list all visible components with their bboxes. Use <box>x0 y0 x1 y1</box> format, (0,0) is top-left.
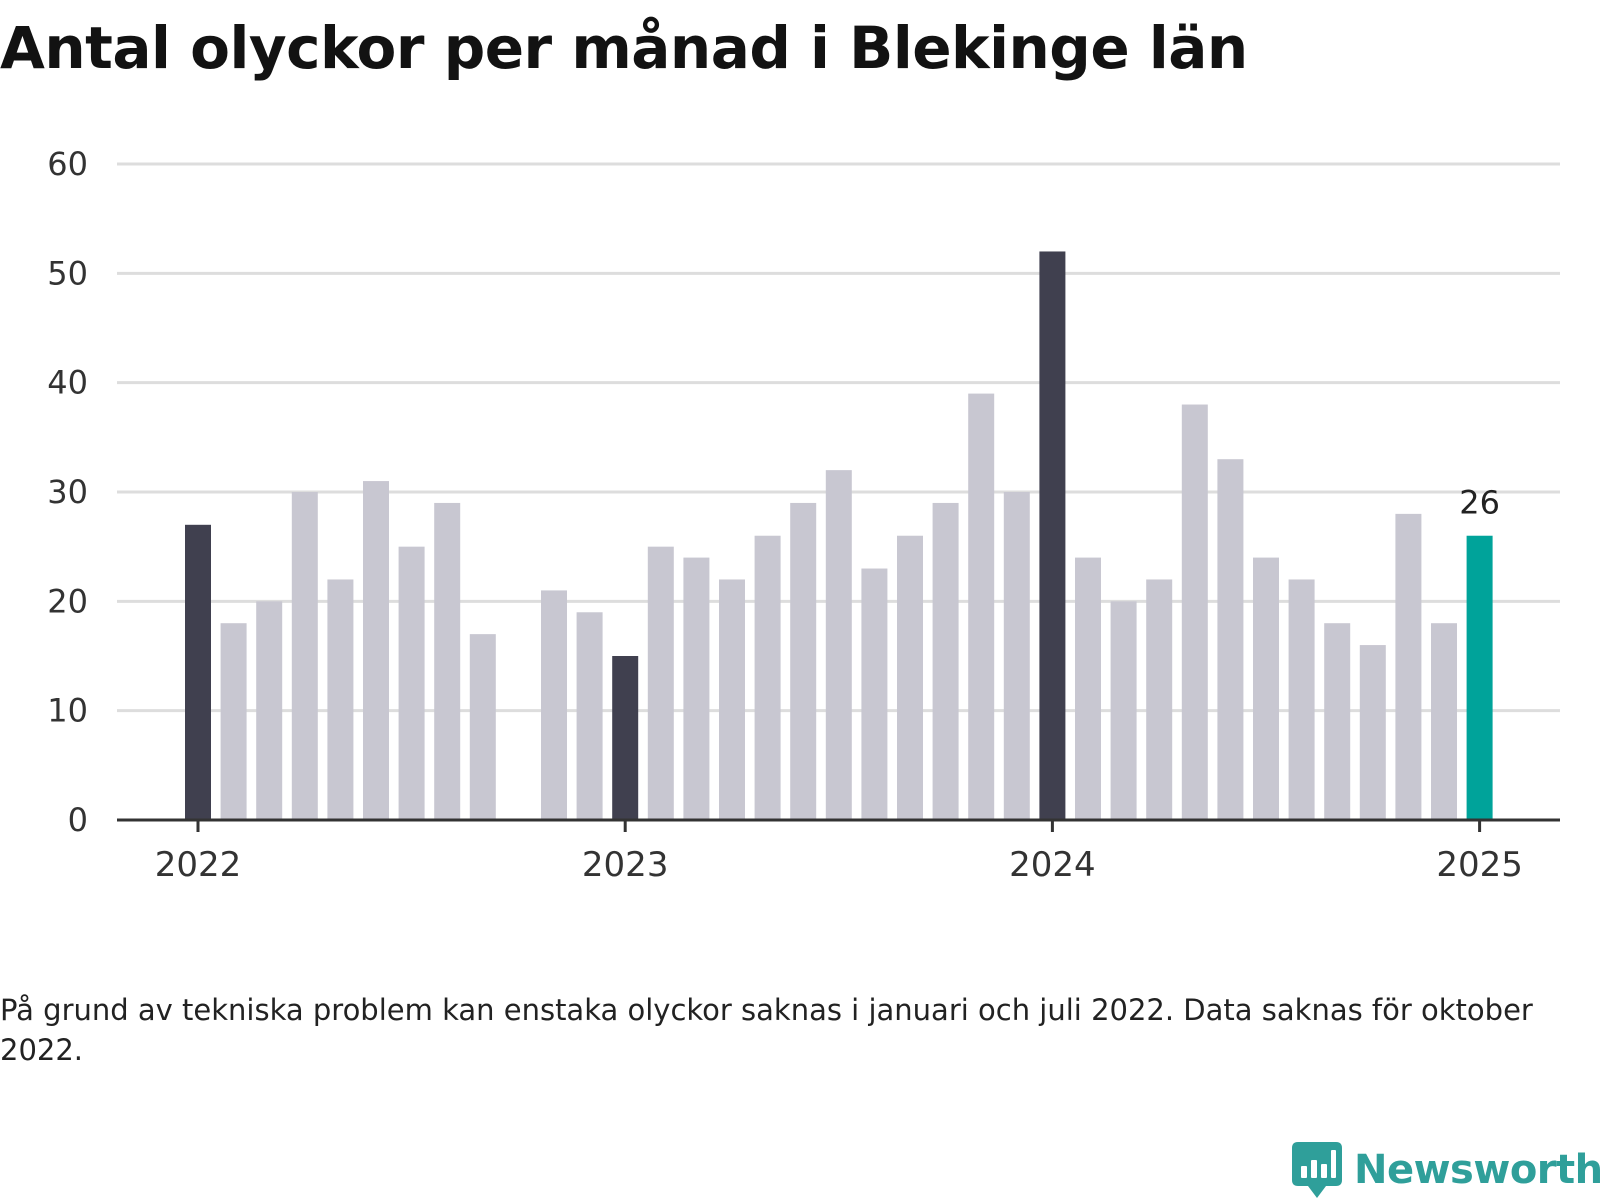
bar-2023-04 <box>719 579 745 820</box>
bar-2022-06 <box>363 481 389 820</box>
y-tick-label-20: 20 <box>47 582 88 620</box>
bar-2023-02 <box>647 546 674 820</box>
bar-chart: 0 10 20 30 40 50 60 2022 2023 2024 2025 26 <box>47 145 1560 885</box>
y-tick-label-60: 60 <box>47 145 88 183</box>
bar-2024-07 <box>1253 557 1279 820</box>
newsworthy-logo-icon <box>1292 1142 1342 1198</box>
x-axis-ticks: 2022 2023 2024 2025 <box>155 820 1523 885</box>
brand-name: Newsworthy <box>1354 1147 1600 1193</box>
bar-2022-01 <box>185 524 211 820</box>
bar-2023-09 <box>897 535 923 820</box>
y-axis-ticks: 0 10 20 30 40 50 60 <box>47 145 88 839</box>
bar-2022-09 <box>469 634 496 820</box>
bar-2024-06 <box>1217 459 1244 820</box>
bar-2022-03 <box>256 601 283 820</box>
x-tick-label-2023: 2023 <box>582 845 669 885</box>
bar-2023-12 <box>1003 492 1030 820</box>
bar-2023-05 <box>754 535 781 820</box>
bar-2023-06 <box>790 502 817 820</box>
x-tick-label-2025: 2025 <box>1436 845 1523 885</box>
bar-2023-08 <box>861 568 888 820</box>
bar-2023-11 <box>968 393 995 820</box>
bar-2024-05 <box>1181 404 1208 820</box>
footnote: På grund av tekniska problem kan enstaka… <box>0 993 1533 1067</box>
bar-2023-01 <box>612 656 639 820</box>
y-tick-label-10: 10 <box>47 692 88 730</box>
newsworthy-logo: Newsworthy <box>1292 1142 1600 1198</box>
bar-2025-01 <box>1466 535 1493 820</box>
bar-2024-12 <box>1431 623 1457 820</box>
y-tick-label-40: 40 <box>47 364 88 402</box>
bar-2024-03 <box>1110 601 1137 820</box>
y-tick-label-50: 50 <box>47 254 88 292</box>
bar-2023-03 <box>683 557 710 820</box>
bars <box>185 251 1493 820</box>
x-tick-label-2024: 2024 <box>1009 845 1096 885</box>
bar-2024-10 <box>1359 645 1386 820</box>
bar-2022-04 <box>291 492 318 820</box>
chart-title: Antal olyckor per månad i Blekinge län <box>0 14 1248 82</box>
bar-2022-11 <box>541 590 567 820</box>
y-tick-label-30: 30 <box>47 473 88 511</box>
bar-2024-08 <box>1288 579 1315 820</box>
bar-2023-07 <box>825 470 852 820</box>
bar-2022-12 <box>576 612 603 820</box>
bar-2024-04 <box>1146 579 1173 820</box>
bar-2022-08 <box>434 502 461 820</box>
bar-2023-10 <box>932 502 959 820</box>
bar-2024-01 <box>1039 251 1066 820</box>
x-tick-label-2022: 2022 <box>155 845 242 885</box>
bar-2022-07 <box>398 546 425 820</box>
bar-2024-11 <box>1395 513 1422 820</box>
bar-labels: 26 <box>1459 484 1500 522</box>
bar-2022-02 <box>220 623 247 820</box>
bar-2024-09 <box>1324 623 1351 820</box>
bar-2024-02 <box>1075 557 1101 820</box>
y-tick-label-0: 0 <box>68 801 88 839</box>
bar-2022-05 <box>327 579 354 820</box>
bar-value-label-2025-01: 26 <box>1459 484 1500 522</box>
